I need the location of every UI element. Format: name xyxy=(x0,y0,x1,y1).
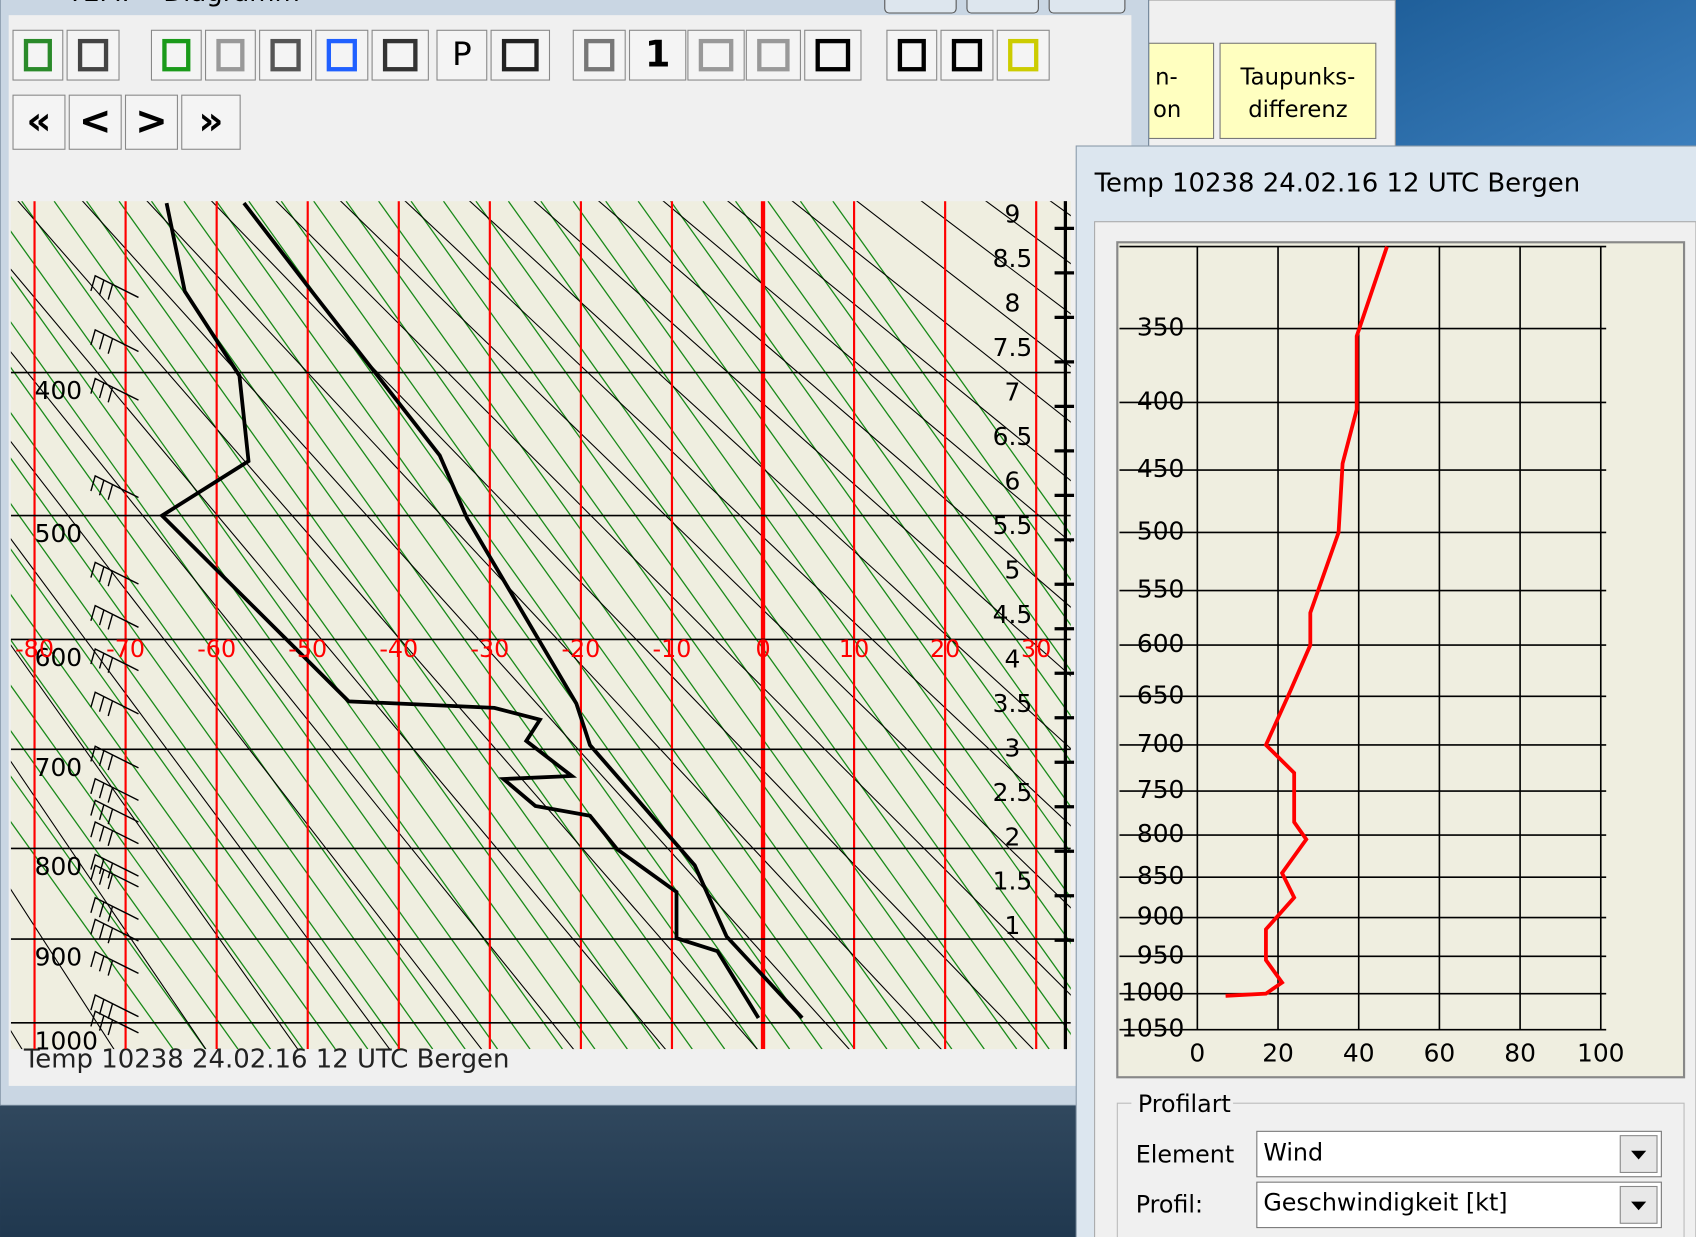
y-tick-label: 400 xyxy=(1137,386,1184,415)
toolbar-text: 1 xyxy=(645,33,671,76)
temperature-label: 20 xyxy=(930,635,960,663)
y-tick-label: 750 xyxy=(1137,775,1184,804)
y-tick-label: 800 xyxy=(1137,819,1184,848)
x-tick-label: 20 xyxy=(1262,1039,1294,1068)
button-text: Taupunks- xyxy=(1240,64,1356,90)
temperature-label: -70 xyxy=(106,635,145,663)
maximize-button[interactable] xyxy=(967,0,1038,13)
height-label: 7.5 xyxy=(993,333,1033,362)
height-label: 8 xyxy=(1004,288,1020,317)
y-tick-label: 1050 xyxy=(1121,1014,1184,1043)
y-tick-label: 350 xyxy=(1137,313,1184,342)
x-tick-label: 40 xyxy=(1343,1039,1375,1068)
height-label: 2 xyxy=(1004,822,1020,851)
temperature-label: -30 xyxy=(470,635,509,663)
toolbar-text: P xyxy=(452,35,472,73)
toolbar-button[interactable] xyxy=(13,30,63,80)
temperature-label: -60 xyxy=(197,635,236,663)
pressure-label: 400 xyxy=(35,376,82,405)
panel-button[interactable] xyxy=(1220,43,1376,138)
toolbar-button[interactable] xyxy=(67,30,119,80)
x-tick-label: 80 xyxy=(1504,1039,1536,1068)
toolbar-button[interactable] xyxy=(805,30,861,80)
pressure-label: 800 xyxy=(35,852,82,881)
temperature-label: 10 xyxy=(839,635,869,663)
toolbar-button[interactable] xyxy=(206,30,256,80)
screen: n- on Taupunks- differenz TEMP - Diagram… xyxy=(0,0,1696,1237)
temperature-label: -40 xyxy=(379,635,418,663)
profile-window: Temp 10238 24.02.16 12 UTC Bergen Profil… xyxy=(1076,146,1696,1237)
height-label: 4 xyxy=(1004,644,1020,673)
toolbar-button[interactable] xyxy=(316,30,368,80)
toolbar-button[interactable] xyxy=(997,30,1049,80)
x-tick-label: 0 xyxy=(1189,1039,1205,1068)
close-button[interactable] xyxy=(1049,0,1125,13)
button-text: on xyxy=(1153,97,1181,123)
height-label: 4.5 xyxy=(993,600,1033,629)
y-tick-label: 600 xyxy=(1137,629,1184,658)
height-label: 3 xyxy=(1004,733,1020,762)
height-label: 8.5 xyxy=(993,244,1033,273)
pressure-label: 900 xyxy=(35,943,82,972)
height-label: 6.5 xyxy=(993,422,1033,451)
button-text: n- xyxy=(1155,64,1178,90)
height-label: 3.5 xyxy=(993,689,1033,718)
toolbar-button[interactable] xyxy=(573,30,625,80)
profile-window-title: Temp 10238 24.02.16 12 UTC Bergen xyxy=(1094,168,1581,198)
nav-text: > xyxy=(135,99,168,144)
toolbar-button[interactable] xyxy=(491,30,549,80)
toolbar-button[interactable] xyxy=(260,30,312,80)
group-title: Profilart xyxy=(1138,1090,1231,1118)
desktop-sky xyxy=(1395,0,1696,151)
height-label: 1.5 xyxy=(993,867,1033,896)
temperature-label: -10 xyxy=(653,635,692,663)
page: n- on Taupunks- differenz TEMP - Diagram… xyxy=(0,0,1696,1237)
height-label: 5 xyxy=(1004,555,1020,584)
temperature-label: 0 xyxy=(755,635,770,663)
minimize-button[interactable] xyxy=(885,0,956,13)
height-label: 7 xyxy=(1004,377,1020,406)
y-tick-label: 900 xyxy=(1137,902,1184,931)
toolbar-button[interactable] xyxy=(887,30,937,80)
dropdown-value: Wind xyxy=(1263,1139,1323,1167)
height-label: 2.5 xyxy=(993,778,1033,807)
toolbar-button[interactable] xyxy=(746,30,800,80)
x-tick-label: 100 xyxy=(1577,1039,1624,1068)
toolbar-button[interactable] xyxy=(688,30,744,80)
window-title: TEMP - Diagramm xyxy=(66,0,300,8)
temperature-label: -50 xyxy=(288,635,327,663)
pressure-label: 1000 xyxy=(35,1026,98,1055)
y-tick-label: 1000 xyxy=(1121,978,1184,1007)
y-tick-label: 550 xyxy=(1137,575,1184,604)
field-label: Element xyxy=(1136,1141,1234,1169)
field-label: Profil: xyxy=(1136,1190,1203,1218)
y-tick-label: 850 xyxy=(1137,861,1184,890)
y-tick-label: 450 xyxy=(1137,454,1184,483)
nav-text: » xyxy=(198,99,223,144)
toolbar-button[interactable] xyxy=(151,30,201,80)
pressure-label: 700 xyxy=(35,753,82,782)
profile-area xyxy=(1117,242,1684,1077)
height-label: 9 xyxy=(1004,199,1020,228)
background-window: n- on Taupunks- differenz xyxy=(1147,0,1396,151)
y-tick-label: 700 xyxy=(1137,729,1184,758)
toolbar-button[interactable] xyxy=(372,30,428,80)
temperature-label: -80 xyxy=(15,635,54,663)
toolbar-button[interactable] xyxy=(941,30,993,80)
height-label: 1 xyxy=(1004,911,1020,940)
x-tick-label: 60 xyxy=(1424,1039,1456,1068)
nav-text: « xyxy=(26,99,51,144)
button-text: differenz xyxy=(1248,97,1347,123)
dropdown-value: Geschwindigkeit [kt] xyxy=(1263,1188,1507,1216)
y-tick-label: 650 xyxy=(1137,680,1184,709)
temperature-label: 30 xyxy=(1021,635,1051,663)
y-tick-label: 500 xyxy=(1137,516,1184,545)
height-label: 6 xyxy=(1004,466,1020,495)
height-label: 5.5 xyxy=(993,511,1033,540)
panel-button[interactable] xyxy=(1149,43,1214,138)
temperature-label: -20 xyxy=(561,635,600,663)
y-tick-label: 950 xyxy=(1137,940,1184,969)
nav-text: < xyxy=(79,99,112,144)
pressure-label: 500 xyxy=(35,519,82,548)
